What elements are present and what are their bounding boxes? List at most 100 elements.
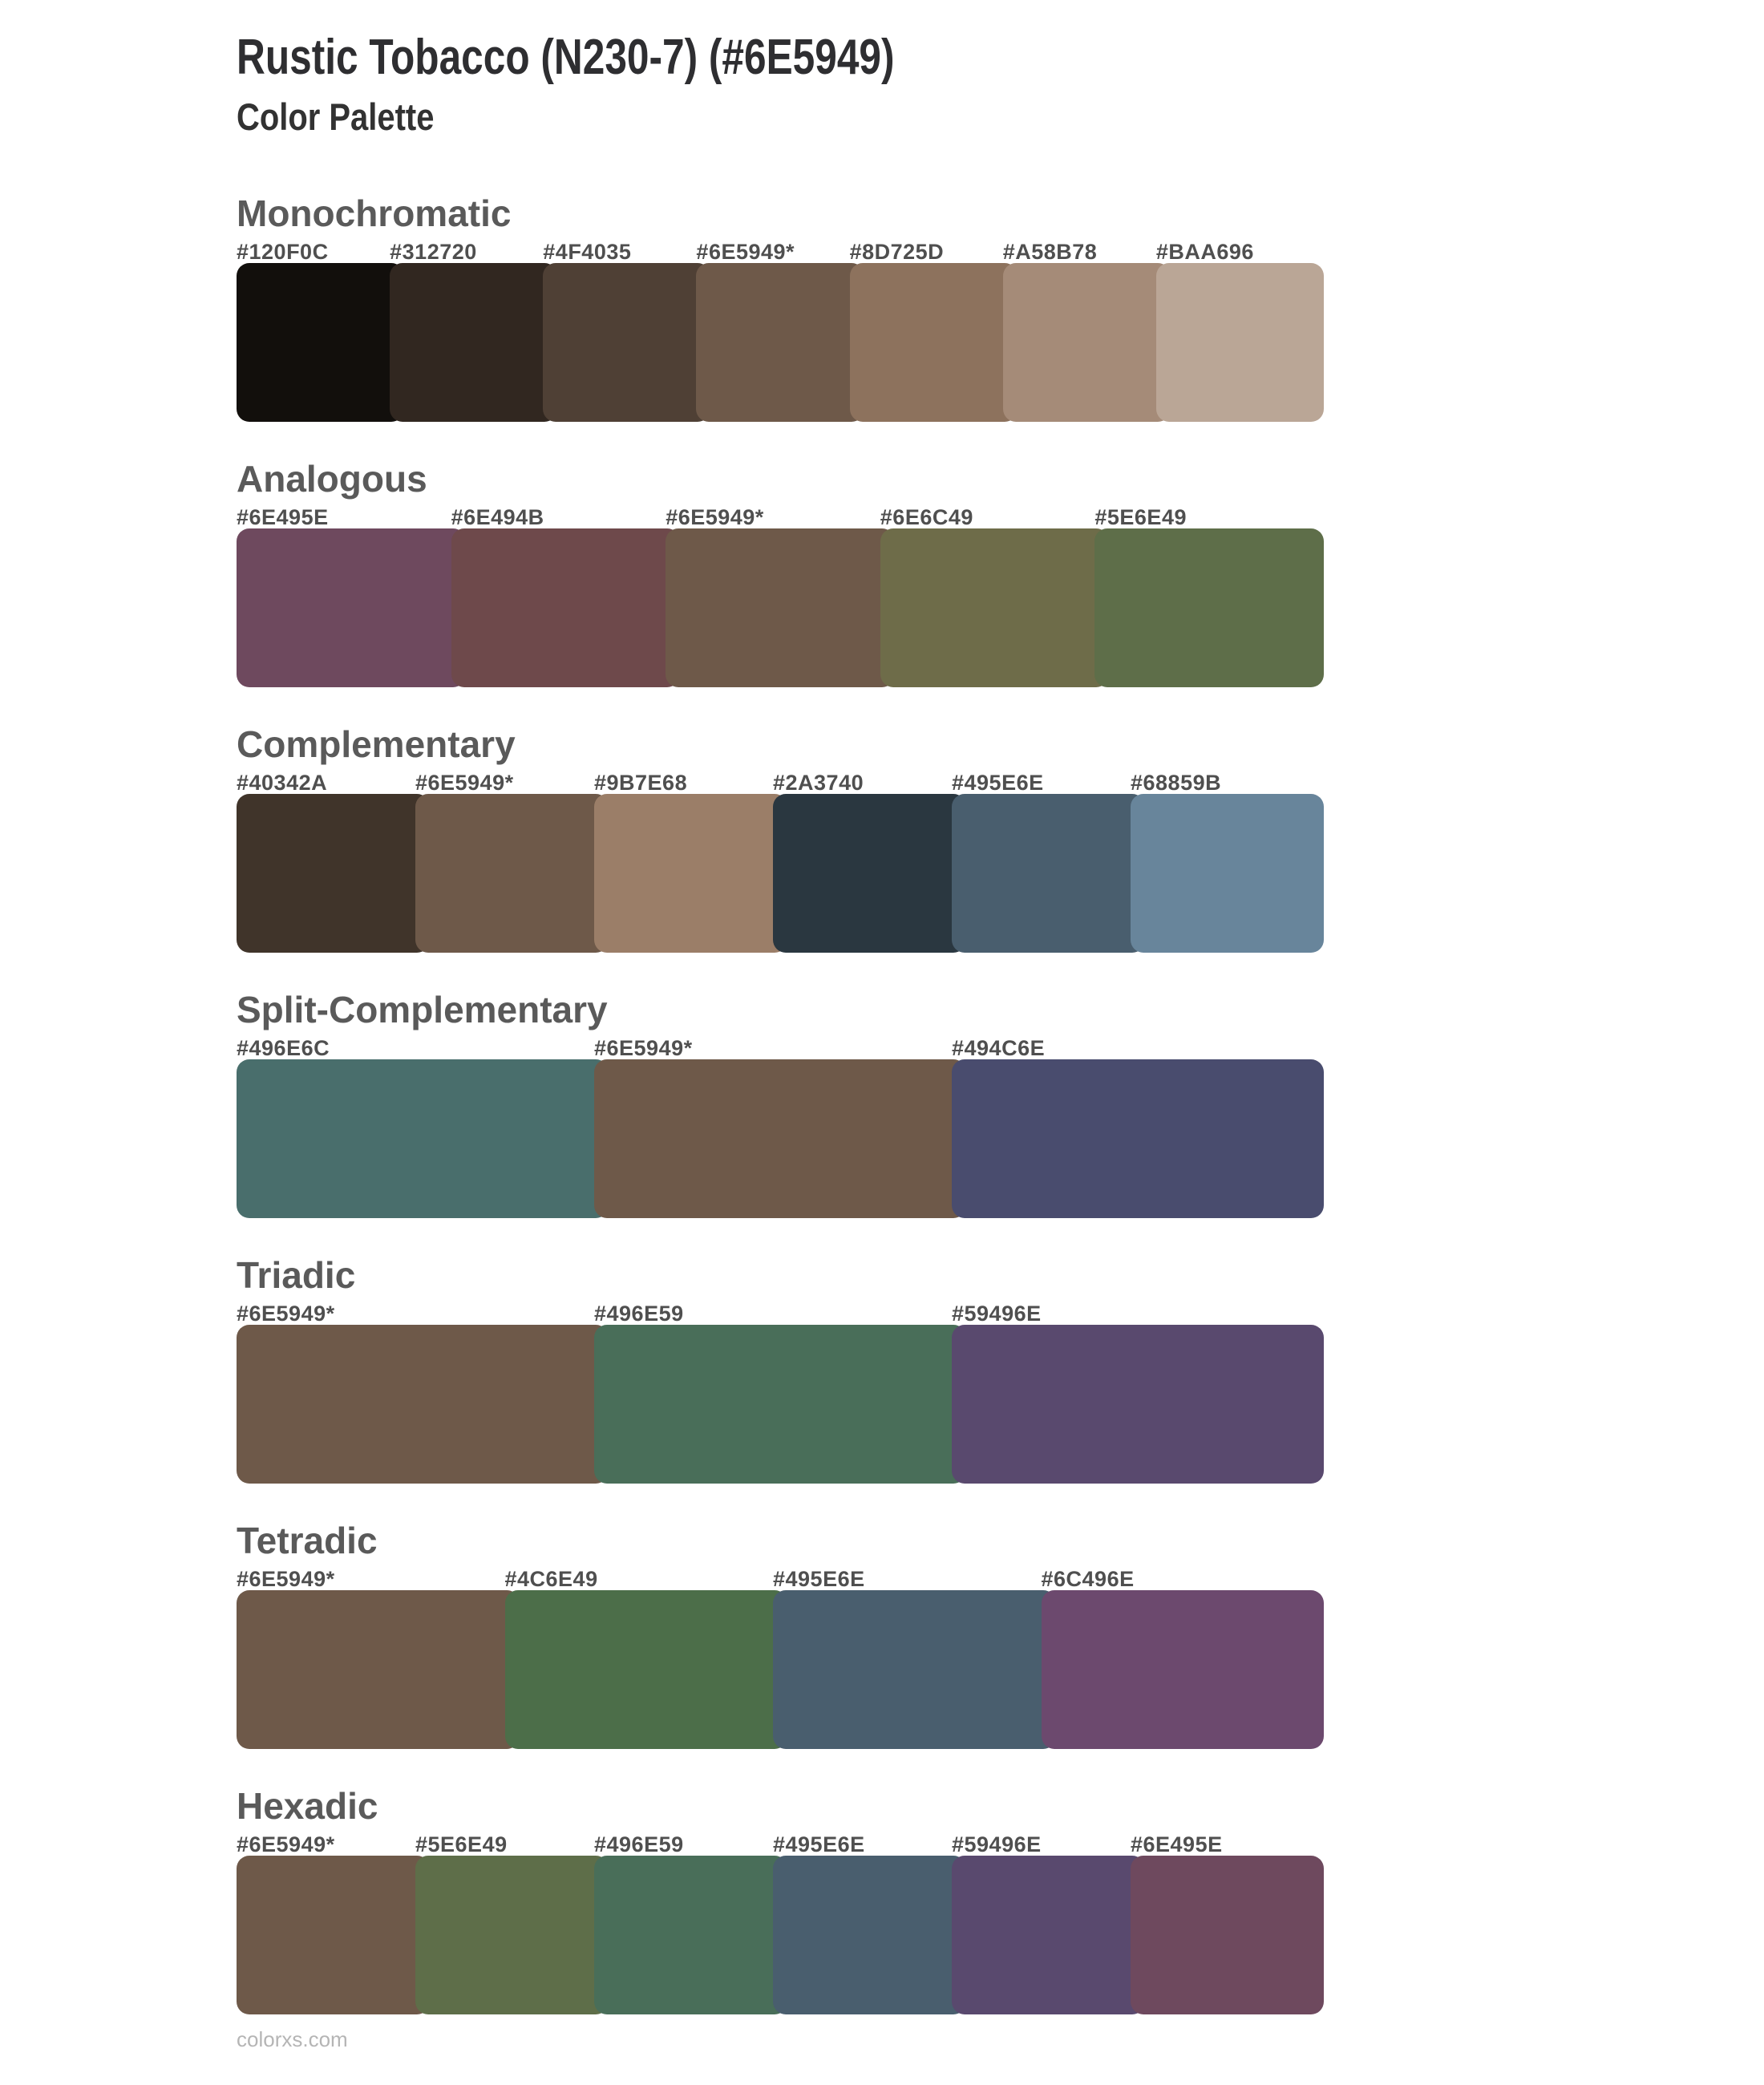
swatch-column: #9B7E68: [594, 771, 787, 953]
color-swatch[interactable]: [237, 1590, 520, 1749]
swatch-column: #6E494B: [451, 506, 681, 687]
color-swatch[interactable]: [1131, 1856, 1324, 2014]
swatch-column: #6C496E: [1041, 1567, 1324, 1749]
swatch-column: #496E59: [594, 1833, 787, 2014]
color-swatch[interactable]: [1155, 263, 1324, 422]
swatch-hex-label: #6E5949*: [696, 240, 795, 264]
color-swatch[interactable]: [952, 1856, 1145, 2014]
color-swatch[interactable]: [952, 794, 1145, 953]
swatch-column: #68859B: [1131, 771, 1324, 953]
swatch-hex-label: #6E494B: [451, 505, 544, 529]
swatch-column: #6E5949*: [594, 1037, 966, 1218]
swatch-column: #495E6E: [773, 1568, 1056, 1749]
swatch-hex-label: #6E495E: [237, 505, 329, 529]
color-swatch[interactable]: [594, 1325, 966, 1484]
palette-sections: Monochromatic #120F0C #312720 #4F4035 #6…: [237, 192, 1764, 2014]
swatch-row: #6E5949* #5E6E49 #496E59 #495E6E #59496E…: [237, 1833, 1324, 2014]
swatch-hex-label: #4C6E49: [504, 1567, 598, 1591]
section-title: Hexadic: [237, 1785, 378, 1827]
swatch-column: #BAA696: [1155, 240, 1324, 422]
color-swatch[interactable]: [1094, 528, 1324, 687]
color-swatch[interactable]: [1002, 263, 1171, 422]
swatch-hex-label: #495E6E: [773, 1567, 865, 1591]
color-swatch[interactable]: [451, 528, 681, 687]
swatch-hex-label: #6E5949*: [415, 771, 514, 795]
swatch-column: #494C6E: [952, 1037, 1324, 1218]
section-title: Tetradic: [237, 1520, 378, 1561]
swatch-hex-label: #312720: [390, 240, 477, 264]
swatch-hex-label: #40342A: [237, 771, 328, 795]
color-swatch[interactable]: [594, 1856, 787, 2014]
swatch-hex-label: #BAA696: [1155, 240, 1254, 264]
color-swatch[interactable]: [773, 1856, 966, 2014]
color-swatch[interactable]: [237, 263, 405, 422]
color-swatch[interactable]: [594, 1059, 966, 1218]
swatch-column: #6E5949*: [696, 241, 864, 422]
swatch-column: #8D725D: [849, 241, 1018, 422]
swatch-column: #6E5949*: [237, 1568, 520, 1749]
swatch-hex-label: #496E59: [594, 1302, 684, 1326]
color-swatch[interactable]: [237, 1059, 609, 1218]
color-swatch[interactable]: [773, 1590, 1056, 1749]
color-swatch[interactable]: [390, 263, 558, 422]
swatch-column: #495E6E: [952, 771, 1145, 953]
color-swatch[interactable]: [237, 794, 430, 953]
swatch-hex-label: #68859B: [1131, 771, 1222, 795]
swatch-hex-label: #6E5949*: [666, 505, 764, 529]
color-swatch[interactable]: [237, 528, 466, 687]
color-swatch[interactable]: [594, 794, 787, 953]
swatch-hex-label: #495E6E: [773, 1832, 865, 1856]
color-swatch[interactable]: [666, 528, 895, 687]
page-title: Rustic Tobacco (N230-7) (#6E5949): [237, 29, 1764, 87]
swatch-row: #120F0C #312720 #4F4035 #6E5949* #8D725D…: [237, 241, 1324, 422]
section-title: Monochromatic: [237, 192, 512, 234]
swatch-hex-label: #6E5949*: [594, 1036, 693, 1060]
color-swatch[interactable]: [773, 794, 966, 953]
color-swatch[interactable]: [237, 1325, 609, 1484]
swatch-row: #6E5949* #496E59 #59496E: [237, 1302, 1324, 1484]
palette-section: Analogous #6E495E #6E494B #6E5949* #6E6C…: [237, 458, 1764, 687]
page-footer: colorxs.com: [237, 2027, 1764, 2052]
swatch-hex-label: #495E6E: [952, 771, 1044, 795]
swatch-hex-label: #6C496E: [1041, 1567, 1135, 1591]
swatch-row: #40342A #6E5949* #9B7E68 #2A3740 #495E6E…: [237, 771, 1324, 953]
swatch-column: #59496E: [952, 1302, 1324, 1484]
color-swatch[interactable]: [849, 263, 1018, 422]
color-swatch[interactable]: [504, 1590, 787, 1749]
swatch-hex-label: #6E5949*: [237, 1567, 335, 1591]
color-swatch[interactable]: [415, 1856, 609, 2014]
swatch-row: #6E495E #6E494B #6E5949* #6E6C49 #5E6E49: [237, 506, 1324, 687]
swatch-column: #6E6C49: [880, 506, 1110, 687]
page-title-text: Rustic Tobacco (N230-7) (#6E5949): [237, 30, 895, 85]
color-swatch[interactable]: [1041, 1590, 1324, 1749]
swatch-row: #496E6C #6E5949* #494C6E: [237, 1037, 1324, 1218]
swatch-hex-label: #4F4035: [543, 240, 632, 264]
section-title: Analogous: [237, 458, 427, 500]
color-swatch[interactable]: [880, 528, 1110, 687]
color-swatch[interactable]: [415, 794, 609, 953]
swatch-column: #6E495E: [237, 506, 466, 687]
swatch-hex-label: #6E5949*: [237, 1832, 335, 1856]
color-swatch[interactable]: [543, 263, 711, 422]
swatch-hex-label: #5E6E49: [415, 1832, 508, 1856]
color-swatch[interactable]: [696, 263, 864, 422]
page-subtitle-text: Color Palette: [237, 95, 435, 138]
page-subtitle: Color Palette: [237, 95, 1764, 140]
palette-section: Hexadic #6E5949* #5E6E49 #496E59 #495E6E…: [237, 1785, 1764, 2014]
color-swatch[interactable]: [1131, 794, 1324, 953]
color-swatch[interactable]: [952, 1059, 1324, 1218]
swatch-column: #6E495E: [1131, 1833, 1324, 2014]
section-title: Split-Complementary: [237, 989, 608, 1030]
swatch-column: #59496E: [952, 1833, 1145, 2014]
footer-link[interactable]: colorxs.com: [237, 2027, 348, 2051]
color-swatch[interactable]: [237, 1856, 430, 2014]
swatch-hex-label: #496E59: [594, 1832, 684, 1856]
color-swatch[interactable]: [952, 1325, 1324, 1484]
palette-section: Monochromatic #120F0C #312720 #4F4035 #6…: [237, 192, 1764, 422]
swatch-hex-label: #496E6C: [237, 1036, 330, 1060]
swatch-hex-label: #494C6E: [952, 1036, 1046, 1060]
swatch-column: #495E6E: [773, 1833, 966, 2014]
palette-section: Triadic #6E5949* #496E59 #59496E: [237, 1254, 1764, 1484]
swatch-column: #5E6E49: [415, 1833, 609, 2014]
swatch-hex-label: #9B7E68: [594, 771, 688, 795]
